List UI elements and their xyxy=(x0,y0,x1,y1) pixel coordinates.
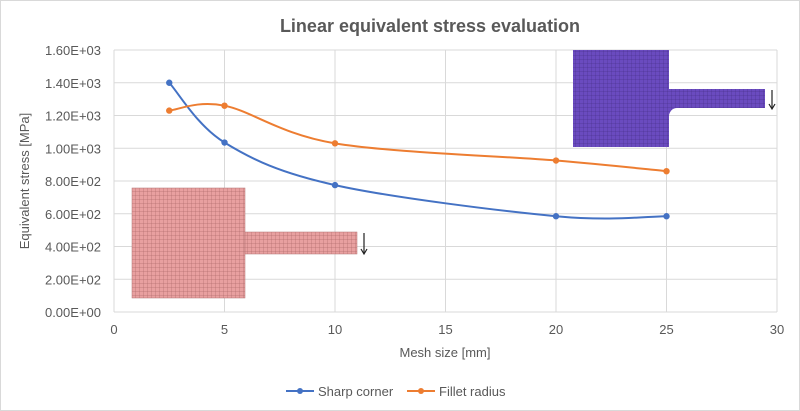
x-tick-label: 5 xyxy=(221,322,228,337)
y-tick-label: 1.00E+03 xyxy=(45,141,101,156)
y-tick-label: 2.00E+02 xyxy=(45,272,101,287)
data-point xyxy=(331,140,339,147)
down-arrow-icon xyxy=(360,233,368,256)
y-tick-label: 6.00E+02 xyxy=(45,207,101,222)
legend-item-fillet-radius[interactable]: Fillet radius xyxy=(407,384,506,399)
y-tick-label: 8.00E+02 xyxy=(45,174,101,189)
y-tick-label: 0.00E+00 xyxy=(45,305,101,320)
y-tick-label: 1.40E+03 xyxy=(45,76,101,91)
x-tick-label: 15 xyxy=(438,322,452,337)
x-tick-label: 10 xyxy=(328,322,342,337)
x-tick-label: 25 xyxy=(659,322,673,337)
tick-labels: 0 5 10 15 20 25 30 0.00E+00 2.00E+02 4.00E+02 6.00… xyxy=(45,43,784,337)
data-point xyxy=(552,213,560,220)
x-tick-label: 20 xyxy=(549,322,563,337)
data-point xyxy=(221,102,228,109)
down-arrow-icon xyxy=(768,90,776,111)
legend-marker xyxy=(418,388,424,394)
x-tick-label: 0 xyxy=(110,322,117,337)
chart-title: Linear equivalent stress evaluation xyxy=(280,16,580,36)
data-point xyxy=(663,213,670,220)
y-tick-label: 4.00E+02 xyxy=(45,240,101,255)
y-tick-label: 1.60E+03 xyxy=(45,43,101,58)
data-point xyxy=(331,181,339,189)
data-point xyxy=(166,107,173,114)
series-line-0 xyxy=(168,82,667,220)
legend: Sharp corner Fillet radius xyxy=(286,384,506,399)
data-point xyxy=(663,167,670,175)
gridlines xyxy=(113,49,778,313)
legend-label: Fillet radius xyxy=(439,384,506,399)
fillet-mesh-icon xyxy=(573,50,765,147)
data-point xyxy=(552,157,560,164)
data-point xyxy=(221,139,228,146)
legend-label: Sharp corner xyxy=(318,384,394,399)
legend-marker xyxy=(297,388,303,394)
series-group xyxy=(166,79,670,220)
x-axis-label: Mesh size [mm] xyxy=(399,345,490,360)
y-axis-label: Equivalent stress [MPa] xyxy=(17,113,32,250)
sharp-corner-mesh-icon xyxy=(131,187,358,299)
data-point xyxy=(166,79,173,86)
legend-item-sharp-corner[interactable]: Sharp corner xyxy=(286,384,394,399)
y-tick-label: 1.20E+03 xyxy=(45,109,101,124)
x-tick-label: 30 xyxy=(770,322,784,337)
